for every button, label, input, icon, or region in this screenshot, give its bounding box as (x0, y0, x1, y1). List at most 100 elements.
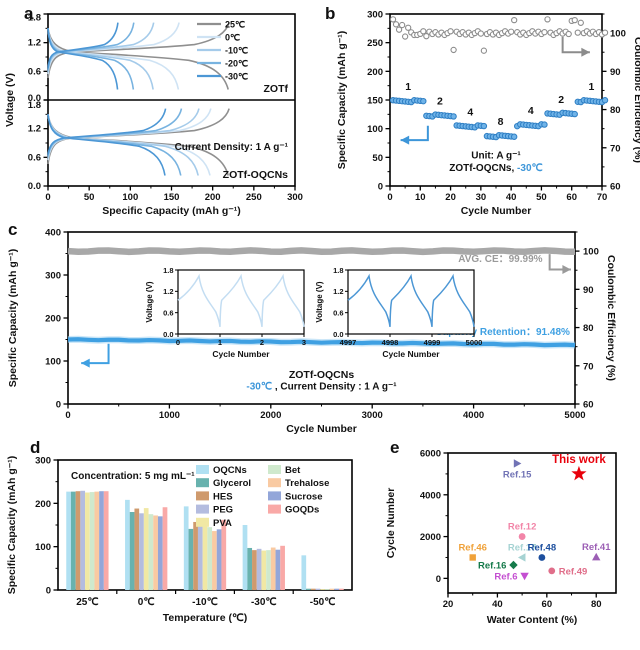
svg-text:0: 0 (387, 192, 392, 203)
svg-text:10: 10 (415, 192, 426, 203)
svg-text:70: 70 (610, 143, 621, 154)
svg-text:Coulombic Efficiency (%): Coulombic Efficiency (%) (605, 255, 617, 381)
svg-text:50: 50 (372, 153, 383, 164)
svg-text:OQCNs: OQCNs (213, 465, 247, 476)
svg-text:0.0: 0.0 (28, 181, 41, 192)
svg-text:6000: 6000 (420, 449, 441, 460)
svg-text:Concentration: 5 mg mL⁻¹: Concentration: 5 mg mL⁻¹ (71, 471, 195, 482)
svg-text:0.0: 0.0 (28, 93, 41, 104)
svg-text:Current Density: 1 A g⁻¹: Current Density: 1 A g⁻¹ (175, 142, 289, 153)
svg-text:2000: 2000 (420, 532, 441, 543)
svg-text:Cycle Number: Cycle Number (385, 488, 397, 559)
svg-text:5000: 5000 (564, 410, 585, 421)
svg-text:HES: HES (213, 491, 233, 502)
svg-text:90: 90 (583, 285, 594, 296)
svg-text:5000: 5000 (466, 338, 483, 347)
svg-text:Voltage (V): Voltage (V) (315, 281, 324, 323)
svg-text:-10℃: -10℃ (225, 46, 248, 56)
svg-text:Glycerol: Glycerol (213, 478, 251, 489)
svg-text:0: 0 (46, 586, 51, 597)
svg-text:0.0: 0.0 (333, 330, 343, 339)
panel-d-chart: 0 100 200 300 25℃ 0℃ -10℃ -30℃ -50℃ Temperature (… (6, 456, 353, 624)
svg-text:4000: 4000 (420, 490, 441, 501)
svg-text:20: 20 (445, 192, 456, 203)
svg-text:300: 300 (45, 271, 61, 282)
svg-text:200: 200 (45, 314, 61, 325)
svg-text:Cycle Number: Cycle Number (382, 349, 440, 359)
svg-text:20: 20 (443, 599, 454, 610)
svg-text:60: 60 (542, 599, 553, 610)
svg-text:50: 50 (84, 192, 95, 203)
svg-text:Sucrose: Sucrose (285, 491, 323, 502)
svg-text:50: 50 (536, 192, 547, 203)
panel-label-c: c (8, 220, 18, 239)
svg-text:1.8: 1.8 (333, 266, 343, 275)
svg-text:100: 100 (610, 29, 626, 40)
svg-text:100: 100 (583, 247, 599, 258)
svg-text:0℃: 0℃ (138, 597, 155, 608)
svg-text:1000: 1000 (159, 410, 180, 421)
svg-text:300: 300 (287, 192, 303, 203)
svg-text:Specific Capacity (mAh g⁻¹): Specific Capacity (mAh g⁻¹) (7, 249, 19, 388)
svg-text:Coulombic Efficiency (%): Coulombic Efficiency (%) (632, 37, 640, 163)
svg-text:200: 200 (205, 192, 221, 203)
svg-text:This work: This work (552, 454, 606, 466)
svg-text:80: 80 (583, 323, 594, 334)
svg-text:2: 2 (437, 95, 443, 107)
svg-text:1.2: 1.2 (333, 287, 343, 296)
svg-text:100: 100 (45, 357, 61, 368)
svg-text:1: 1 (588, 81, 594, 93)
svg-text:3000: 3000 (362, 410, 383, 421)
svg-text:60: 60 (610, 182, 621, 193)
svg-text:Ref.17: Ref.17 (508, 542, 537, 553)
svg-text:Capacity Retention：91.48%: Capacity Retention：91.48% (435, 327, 570, 338)
svg-text:-30℃: -30℃ (225, 72, 248, 82)
svg-text:1.8: 1.8 (28, 100, 41, 111)
svg-text:30: 30 (476, 192, 487, 203)
svg-text:60: 60 (566, 192, 577, 203)
svg-text:Ref.15: Ref.15 (503, 469, 532, 480)
svg-text:2: 2 (260, 338, 264, 347)
svg-text:-30℃: -30℃ (251, 597, 277, 608)
svg-text:Ref.41: Ref.41 (582, 542, 611, 553)
svg-text:Trehalose: Trehalose (285, 478, 329, 489)
svg-text:40: 40 (506, 192, 517, 203)
svg-text:0.6: 0.6 (28, 152, 41, 163)
svg-text:200: 200 (367, 67, 383, 78)
svg-text:60: 60 (583, 400, 594, 411)
svg-text:-30℃ , Current Density : 1 A g: -30℃ , Current Density : 1 A g⁻¹ (246, 381, 397, 392)
svg-text:Ref.6: Ref.6 (494, 572, 517, 583)
svg-text:GOQDs: GOQDs (285, 505, 319, 516)
svg-text:Ref.16: Ref.16 (478, 561, 507, 572)
svg-text:8: 8 (498, 116, 504, 128)
svg-text:Cycle Number: Cycle Number (461, 205, 532, 217)
svg-text:100: 100 (367, 124, 383, 135)
panel-a-chart: 0 50 100 150 200 250 3000.00.61.21.80.00.61.21… (4, 13, 303, 218)
svg-text:0: 0 (176, 338, 180, 347)
svg-text:300: 300 (367, 10, 383, 21)
svg-text:ZOTf: ZOTf (264, 83, 289, 95)
svg-text:250: 250 (367, 38, 383, 49)
svg-text:2: 2 (558, 94, 564, 106)
svg-text:-50℃: -50℃ (310, 597, 336, 608)
svg-text:0.6: 0.6 (163, 308, 173, 317)
svg-text:Specific Capacity (mAh g⁻¹): Specific Capacity (mAh g⁻¹) (336, 31, 348, 170)
svg-text:25℃: 25℃ (225, 20, 245, 30)
panel-b-chart: 0 10 20 30 40 50 60 700501001502002503006070809… (336, 10, 640, 218)
svg-text:Voltage (V): Voltage (V) (145, 281, 154, 323)
svg-text:1.2: 1.2 (28, 124, 41, 135)
svg-text:80: 80 (591, 599, 602, 610)
panel-label-b: b (325, 4, 336, 23)
svg-text:0.6: 0.6 (333, 308, 343, 317)
panel-label-d: d (30, 438, 41, 457)
svg-text:0: 0 (436, 574, 441, 585)
svg-text:70: 70 (597, 192, 608, 203)
svg-text:ZOTf-OQCNs: ZOTf-OQCNs (289, 369, 354, 381)
svg-text:PEG: PEG (213, 505, 233, 516)
svg-text:150: 150 (367, 96, 383, 107)
svg-text:Ref.12: Ref.12 (508, 522, 537, 533)
svg-text:Voltage (V): Voltage (V) (4, 73, 16, 127)
svg-text:AVG. CE：99.99%: AVG. CE：99.99% (458, 254, 542, 265)
svg-text:1: 1 (405, 81, 411, 93)
